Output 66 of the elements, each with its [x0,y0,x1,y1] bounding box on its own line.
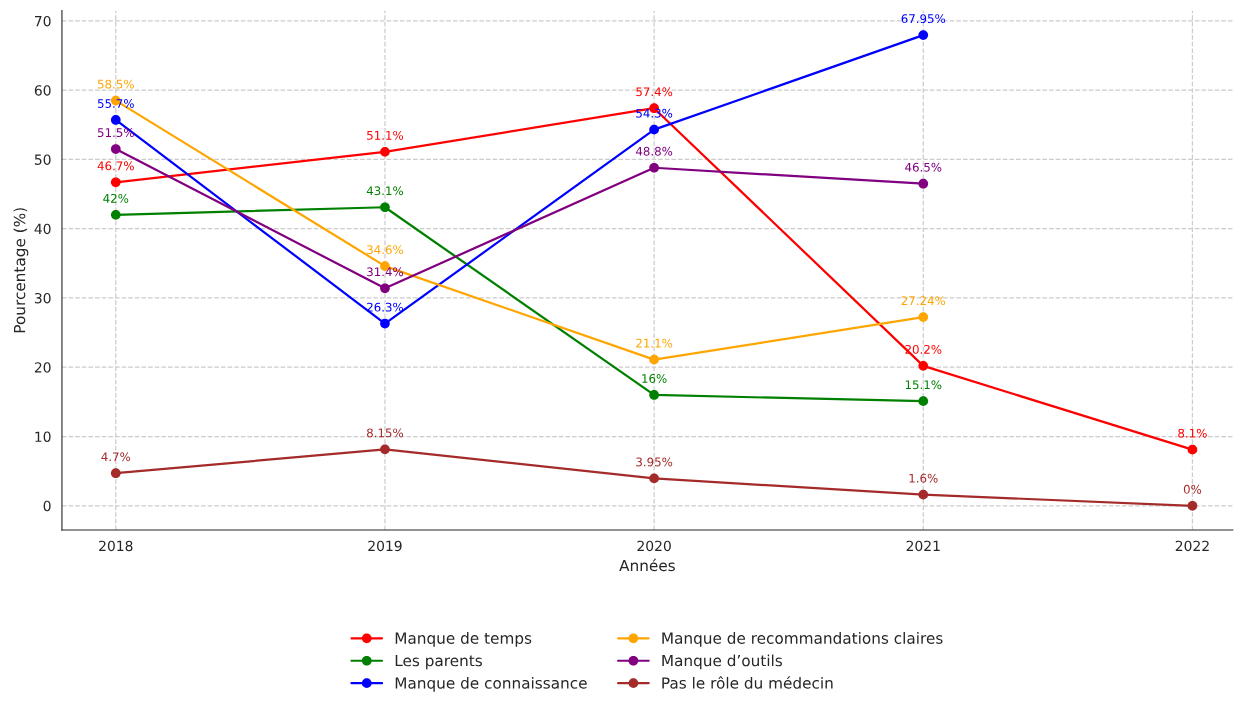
data-label: 42% [103,193,129,203]
legend-label: Pas le rôle du médecin [662,676,833,689]
x-tick-label: 2020 [637,540,671,552]
point [918,312,929,322]
data-label: 46.7% [97,161,134,171]
point [110,115,121,125]
legend-label: Manque d’outils [662,654,783,670]
y-tick-label: 10 [35,431,51,442]
y-tick-label: 40 [34,223,51,235]
data-label: 51.1% [367,130,404,140]
point [649,473,659,484]
y-tick-label: 50 [34,154,51,165]
data-label: 15.1% [905,380,942,390]
point [1187,444,1198,455]
point [110,210,121,220]
y-axis-title: Pourcentage (%) [13,208,29,333]
data-label: 46.5% [905,162,942,172]
data-label: 1.6% [909,473,938,483]
y-tick-label: 20 [34,362,51,373]
point [918,30,929,40]
data-label: 58.5% [97,79,134,89]
data-label: 34.6% [367,245,404,255]
data-label: 31.4% [367,267,404,277]
data-label: 8.1% [1178,428,1207,438]
y-tick-label: 70 [35,15,51,27]
point [649,354,659,365]
point [649,124,659,135]
x-tick-label: 2022 [1175,540,1209,552]
data-label: 43.1% [366,186,404,196]
data-label: 3.95% [636,457,673,467]
data-label: 21.1% [636,338,673,348]
point [110,144,121,154]
point [380,444,390,455]
point [649,390,659,400]
x-tick-label: 2019 [368,540,402,552]
x-tick-label: 2018 [99,540,133,552]
data-label: 27.24% [901,296,946,306]
y-tick-label: 0 [43,500,51,512]
point [918,178,929,189]
y-tick-label: 30 [34,292,51,304]
data-label: 0% [1183,484,1202,494]
point [110,468,121,479]
data-label: 4.7% [101,452,131,462]
point [918,360,929,371]
point [380,283,390,294]
data-label: 16% [642,374,667,383]
data-label: 8.15% [366,428,404,438]
legend-label: Manque de temps [395,632,532,647]
x-axis-title: Années [619,558,675,572]
legend-label: Les parents [395,654,482,670]
legend-label: Manque de connaissance [395,676,587,692]
point [1187,500,1198,511]
point [380,202,390,213]
x-tick-label: 2021 [906,540,940,552]
point [918,489,929,500]
y-tick-label: 60 [34,85,51,96]
data-label: 57.4% [636,87,673,97]
data-label: 67.95% [901,14,946,24]
data-label: 26.3% [367,302,404,312]
point [110,177,121,188]
legend-label: Manque de recommandations claires [662,632,943,647]
point [380,146,390,157]
data-label: 48.8% [635,146,673,156]
point [380,318,390,329]
point [918,396,929,407]
point [649,162,659,173]
